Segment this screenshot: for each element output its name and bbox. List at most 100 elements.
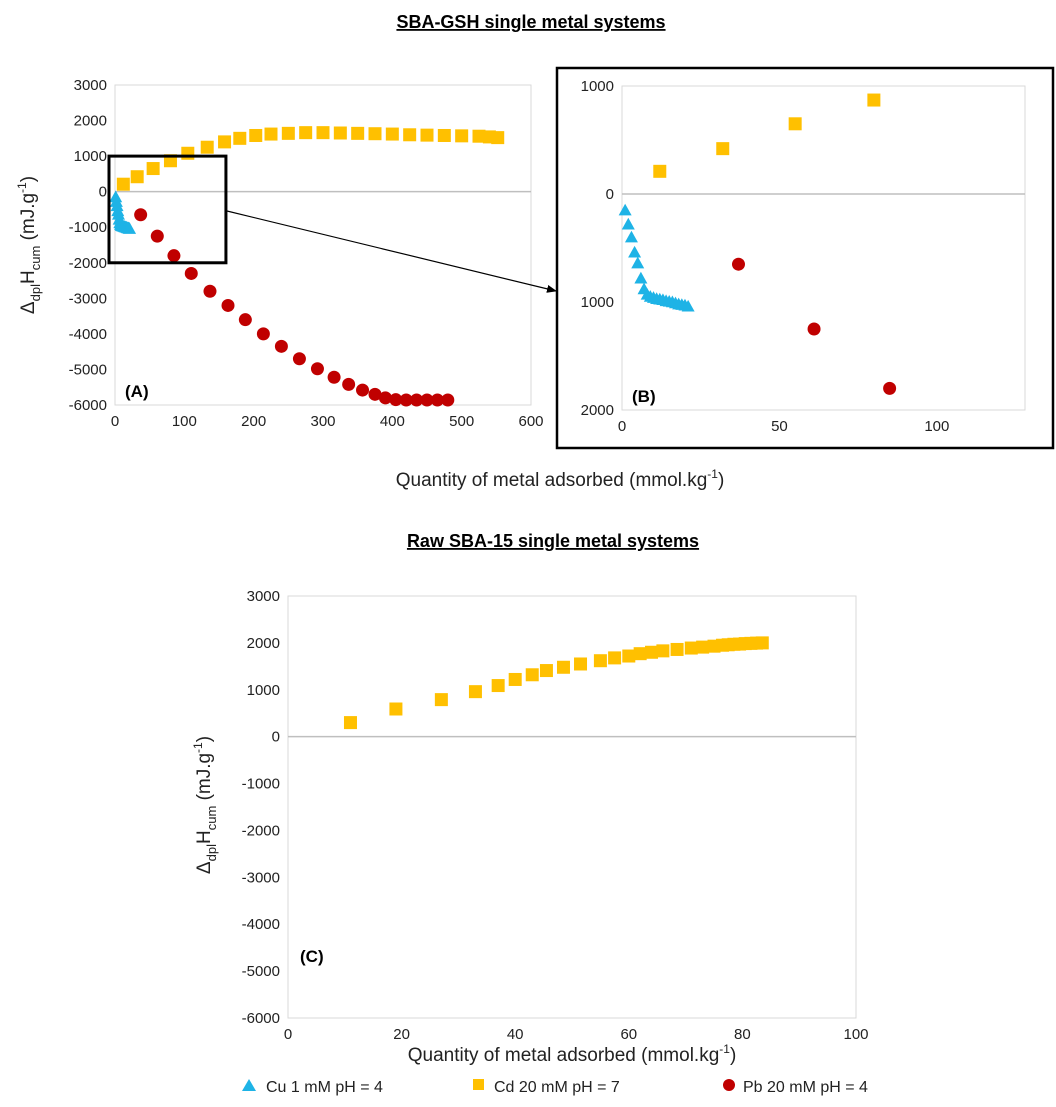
point-cd <box>281 126 295 140</box>
point-cd <box>299 126 313 140</box>
point-pb <box>883 381 897 395</box>
y-tick-label: -4000 <box>69 326 107 343</box>
point-cd <box>633 647 647 661</box>
top-y-axis-title: ΔdplHcum (mJ.g-1) <box>15 176 43 314</box>
y-tick-label: 2000 <box>74 113 107 130</box>
x-tick-label: 100 <box>924 418 949 435</box>
x-tick-label: 100 <box>843 1026 868 1043</box>
point-pb <box>410 393 424 407</box>
y-tick-label: 1000 <box>581 78 614 95</box>
point-cu <box>634 271 648 284</box>
x-tick-label: 50 <box>771 418 788 435</box>
y-tick-label: 3000 <box>74 77 107 94</box>
y-tick-label: -3000 <box>242 869 280 886</box>
point-cd <box>574 657 588 671</box>
legend-item-cd: Cd 20 mM pH = 7 <box>473 1079 620 1096</box>
x-tick-label: 40 <box>507 1026 524 1043</box>
legend-marker-cu <box>242 1079 256 1091</box>
legend-marker-cd <box>473 1079 484 1090</box>
point-cu <box>621 217 635 230</box>
point-cu <box>109 190 123 203</box>
point-cd <box>385 127 399 141</box>
point-cd <box>670 642 684 656</box>
point-cd <box>368 127 382 141</box>
y-tick-label: -1000 <box>69 219 107 236</box>
plot-area <box>114 84 532 406</box>
x-tick-label: 200 <box>241 413 266 430</box>
point-pb <box>378 391 392 405</box>
x-tick-label: 0 <box>111 413 119 430</box>
point-cu <box>624 230 638 243</box>
point-cd <box>716 142 730 156</box>
y-tick-label: 2000 <box>581 402 614 419</box>
legend-label-cd: Cd 20 mM pH = 7 <box>494 1079 620 1096</box>
point-cd <box>684 641 698 655</box>
point-cd <box>755 636 769 650</box>
legend-item-pb: Pb 20 mM pH = 4 <box>723 1079 868 1096</box>
point-pb <box>184 266 198 280</box>
y-tick-label: -3000 <box>69 290 107 307</box>
plot-area <box>287 595 857 1019</box>
point-cd <box>491 679 505 693</box>
point-pb <box>221 298 235 312</box>
panel-c-chart: 3000200010000-1000-2000-3000-4000-5000-6… <box>242 588 869 1043</box>
point-cd <box>116 177 130 191</box>
point-cu <box>123 222 137 234</box>
legend-marker-pb <box>723 1079 735 1091</box>
point-cd <box>491 131 505 145</box>
point-pb <box>430 393 444 407</box>
point-cd <box>656 644 670 658</box>
point-cd <box>472 129 486 143</box>
point-cd <box>645 645 659 659</box>
point-cd <box>788 117 802 131</box>
point-cd <box>468 685 482 699</box>
bottom-x-axis-title: Quantity of metal adsorbed (mmol.kg-1) <box>408 1042 737 1066</box>
x-tick-label: 400 <box>380 413 405 430</box>
x-tick-label: 500 <box>449 413 474 430</box>
x-tick-label: 80 <box>734 1026 751 1043</box>
y-tick-label: -5000 <box>242 963 280 980</box>
top-x-axis-title: Quantity of metal adsorbed (mmol.kg-1) <box>396 467 725 491</box>
series-cd <box>653 93 881 178</box>
point-cd <box>653 164 667 178</box>
point-cu <box>681 299 695 312</box>
point-cd <box>351 126 365 140</box>
x-tick-label: 0 <box>284 1026 292 1043</box>
point-pb <box>731 257 745 271</box>
point-pb <box>389 393 403 407</box>
point-cd <box>233 131 247 145</box>
point-cu <box>110 199 124 212</box>
x-tick-label: 100 <box>172 413 197 430</box>
point-cd <box>249 128 263 142</box>
point-pb <box>167 249 181 263</box>
y-tick-label: 0 <box>606 186 614 203</box>
y-tick-label: -6000 <box>242 1010 280 1027</box>
series-pb <box>134 208 455 407</box>
point-cu <box>628 245 642 258</box>
panel-a-chart: 3000200010000-1000-2000-3000-4000-5000-6… <box>69 77 544 430</box>
legend-label-cu: Cu 1 mM pH = 4 <box>266 1079 383 1096</box>
point-pb <box>327 370 341 384</box>
point-pb <box>310 362 324 376</box>
y-tick-label: 1000 <box>74 148 107 165</box>
point-cd <box>556 660 570 674</box>
point-cd <box>218 135 232 149</box>
point-pb <box>292 352 306 366</box>
point-cd <box>333 126 347 140</box>
series-pb <box>731 257 897 395</box>
x-tick-label: 0 <box>618 418 626 435</box>
top-title: SBA-GSH single metal systems <box>396 12 665 32</box>
point-cd <box>455 129 469 143</box>
y-tick-label: 1000 <box>581 294 614 311</box>
point-cd <box>434 693 448 707</box>
point-cu <box>631 256 645 269</box>
y-tick-label: -5000 <box>69 361 107 378</box>
point-cd <box>420 128 434 142</box>
point-cd <box>264 127 278 141</box>
y-tick-label: 0 <box>272 729 280 746</box>
y-tick-label: -4000 <box>242 916 280 933</box>
point-pb <box>420 393 434 407</box>
x-tick-label: 300 <box>310 413 335 430</box>
